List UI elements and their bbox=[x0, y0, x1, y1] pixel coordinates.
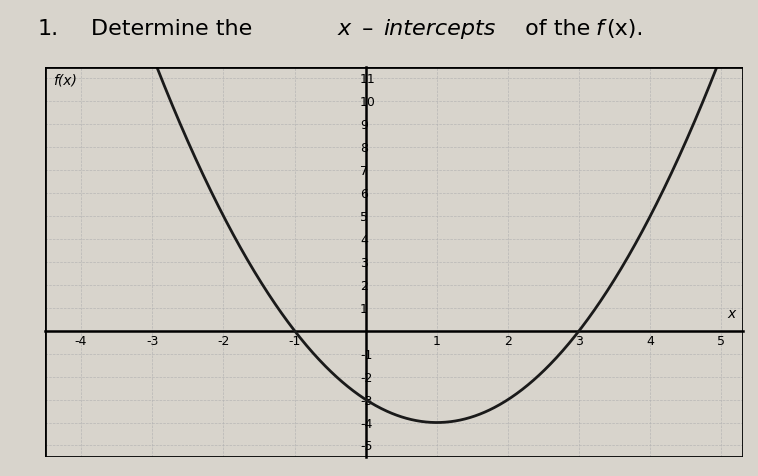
Text: x: x bbox=[728, 307, 736, 321]
Text: 1.: 1. bbox=[38, 19, 59, 39]
Text: Determine the: Determine the bbox=[91, 19, 259, 39]
Text: f(x): f(x) bbox=[52, 73, 77, 88]
Text: (x).: (x). bbox=[606, 19, 644, 39]
Text: x: x bbox=[337, 19, 350, 39]
Text: –: – bbox=[355, 19, 381, 39]
Text: intercepts: intercepts bbox=[383, 19, 495, 39]
Text: f: f bbox=[595, 19, 603, 39]
Text: of the: of the bbox=[518, 19, 597, 39]
